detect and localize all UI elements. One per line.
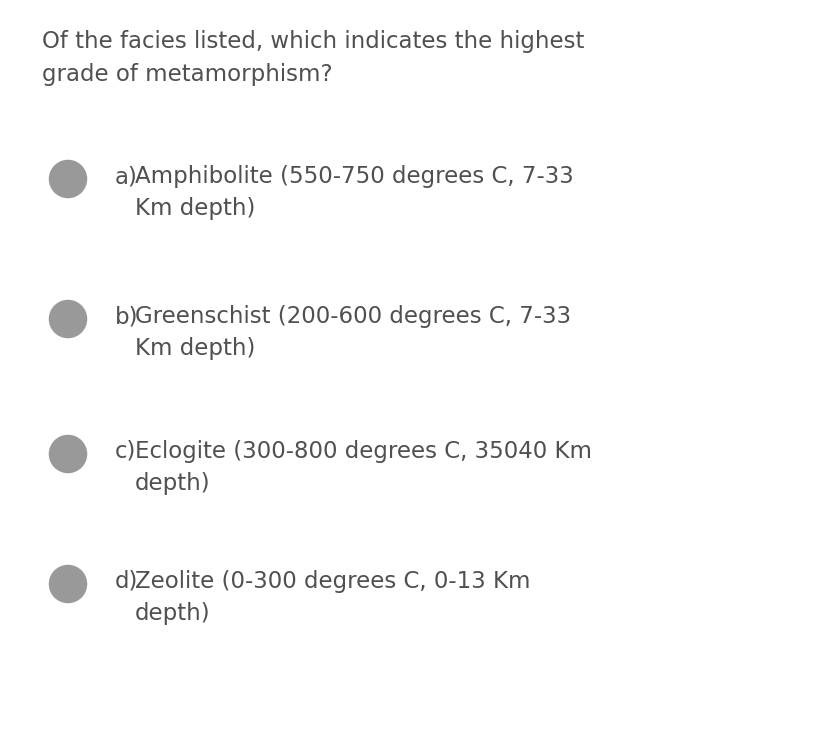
Text: a): a): [115, 165, 138, 188]
Text: Km depth): Km depth): [135, 337, 256, 360]
Text: Zeolite (0-300 degrees C, 0-13 Km: Zeolite (0-300 degrees C, 0-13 Km: [135, 570, 530, 593]
Circle shape: [50, 161, 86, 197]
Text: Amphibolite (550-750 degrees C, 7-33: Amphibolite (550-750 degrees C, 7-33: [135, 165, 574, 188]
Text: depth): depth): [135, 472, 211, 495]
Text: Eclogite (300-800 degrees C, 35040 Km: Eclogite (300-800 degrees C, 35040 Km: [135, 440, 592, 463]
Text: d): d): [115, 570, 138, 593]
Text: Km depth): Km depth): [135, 197, 256, 220]
Text: b): b): [115, 305, 138, 328]
Circle shape: [50, 566, 86, 602]
Text: depth): depth): [135, 602, 211, 625]
Circle shape: [50, 436, 86, 472]
Circle shape: [50, 301, 86, 337]
Text: Of the facies listed, which indicates the highest
grade of metamorphism?: Of the facies listed, which indicates th…: [42, 30, 585, 86]
Text: Greenschist (200-600 degrees C, 7-33: Greenschist (200-600 degrees C, 7-33: [135, 305, 571, 328]
Text: c): c): [115, 440, 136, 463]
